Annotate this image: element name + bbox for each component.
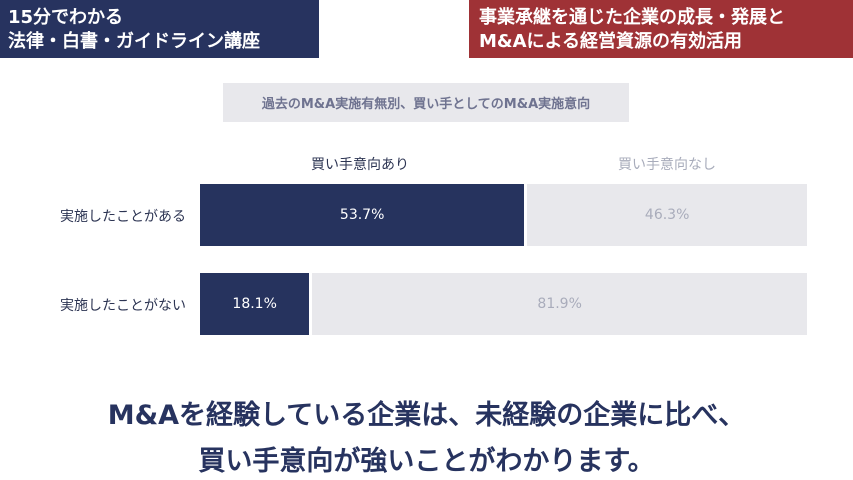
legend-item-buyer-intent-no: 買い手意向なし bbox=[618, 157, 716, 173]
category-label: 実施したことがない bbox=[60, 298, 186, 314]
header-left-line-1: 15分でわかる bbox=[8, 7, 124, 28]
header-left-line-2: 法律・白書・ガイドライン講座 bbox=[8, 31, 260, 52]
data-label: 18.1% bbox=[232, 296, 277, 312]
data-label: 46.3% bbox=[644, 207, 690, 223]
header-left-label: 15分でわかる 法律・白書・ガイドライン講座 bbox=[0, 0, 319, 58]
chart-title: 過去のM&A実施有無別、買い手としてのM&A実施意向 bbox=[223, 83, 629, 122]
header-right-label: 事業承継を通じた企業の成長・発展と M&Aによる経営資源の有効活用 bbox=[469, 0, 853, 58]
category-label: 実施したことがある bbox=[60, 209, 186, 225]
bar-segment: 53.7% bbox=[200, 184, 525, 246]
header-right-line-1: 事業承継を通じた企業の成長・発展と bbox=[479, 7, 785, 28]
data-label: 81.9% bbox=[537, 296, 582, 312]
data-label: 53.7% bbox=[339, 207, 385, 223]
bar-segment: 18.1% bbox=[200, 273, 310, 335]
bar-segment: 46.3% bbox=[527, 184, 807, 246]
caption-line-2: 買い手意向が強いことがわかります。 bbox=[198, 446, 655, 477]
header-right-line-2: M&Aによる経営資源の有効活用 bbox=[479, 31, 742, 52]
legend-item-buyer-intent-yes: 買い手意向あり bbox=[311, 157, 409, 173]
bar-segment: 81.9% bbox=[312, 273, 807, 335]
caption-line-1: M&Aを経験している企業は、未経験の企業に比べ、 bbox=[107, 400, 746, 431]
